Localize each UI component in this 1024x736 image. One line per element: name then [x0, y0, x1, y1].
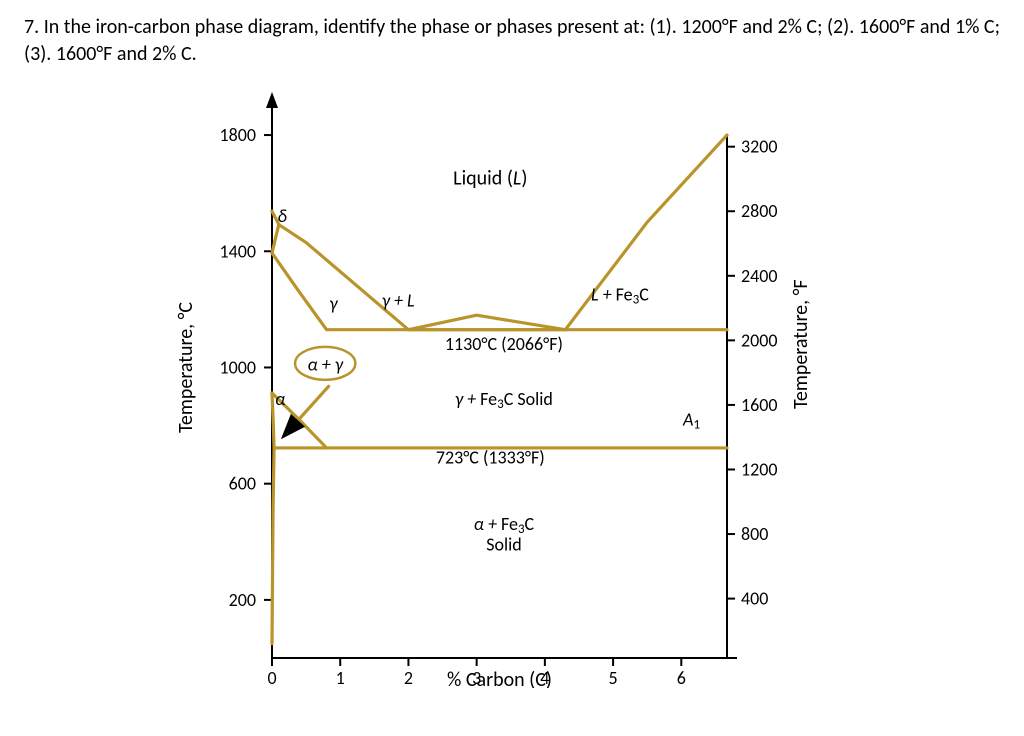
svg-text:Solid: Solid: [486, 534, 521, 556]
svg-text:A1: A1: [682, 409, 700, 433]
svg-text:1000: 1000: [220, 356, 257, 378]
svg-text:1200: 1200: [741, 458, 778, 480]
svg-text:% Carbon (C): % Carbon (C): [447, 668, 552, 688]
svg-text:1: 1: [336, 667, 345, 688]
svg-text:L + Fe3C: L + Fe3C: [591, 284, 649, 308]
svg-text:1800: 1800: [220, 124, 257, 146]
svg-text:Fe: Fe: [264, 687, 281, 688]
svg-text:800: 800: [741, 523, 768, 545]
svg-text:2800: 2800: [741, 200, 778, 222]
svg-text:0: 0: [267, 667, 276, 688]
svg-text:γ: γ: [329, 292, 338, 314]
svg-text:Liquid (L): Liquid (L): [453, 166, 527, 190]
svg-text:5: 5: [609, 667, 618, 688]
svg-text:723°C (1333°F): 723°C (1333°F): [436, 446, 545, 468]
svg-text:δ: δ: [278, 205, 287, 227]
svg-text:600: 600: [229, 473, 256, 495]
question-text: 7. In the iron-carbon phase diagram, ide…: [24, 14, 1000, 68]
svg-text:2: 2: [404, 667, 413, 688]
svg-text:1600: 1600: [741, 394, 778, 416]
svg-text:400: 400: [741, 588, 768, 610]
svg-text:α + γ: α + γ: [308, 353, 344, 375]
svg-text:α: α: [275, 388, 285, 410]
phase-diagram: 2006001000140018000123456400800120016002…: [132, 78, 892, 688]
svg-text:2000: 2000: [741, 329, 778, 351]
svg-text:1400: 1400: [220, 240, 257, 262]
svg-text:C: C: [697, 687, 707, 688]
svg-text:2400: 2400: [741, 265, 778, 287]
svg-text:Temperature, °F: Temperature, °F: [789, 279, 813, 409]
svg-text:γ + L: γ + L: [382, 289, 415, 311]
svg-text:Temperature, °C: Temperature, °C: [174, 302, 198, 433]
svg-text:6: 6: [677, 667, 686, 688]
svg-text:1130°C (2066°F): 1130°C (2066°F): [445, 333, 563, 355]
svg-text:3200: 3200: [741, 136, 778, 158]
phase-diagram-svg: 2006001000140018000123456400800120016002…: [132, 78, 892, 688]
svg-text:γ + Fe3C Solid: γ + Fe3C Solid: [455, 388, 553, 412]
svg-text:200: 200: [229, 589, 256, 611]
